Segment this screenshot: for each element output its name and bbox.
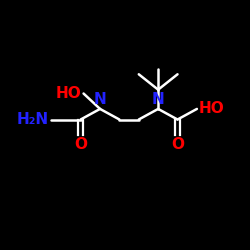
Text: HO: HO xyxy=(199,102,224,116)
Text: N: N xyxy=(152,92,164,107)
Text: O: O xyxy=(171,137,184,152)
Text: HO: HO xyxy=(56,86,82,101)
Text: H₂N: H₂N xyxy=(16,112,49,127)
Text: O: O xyxy=(74,137,87,152)
Text: N: N xyxy=(94,92,106,107)
